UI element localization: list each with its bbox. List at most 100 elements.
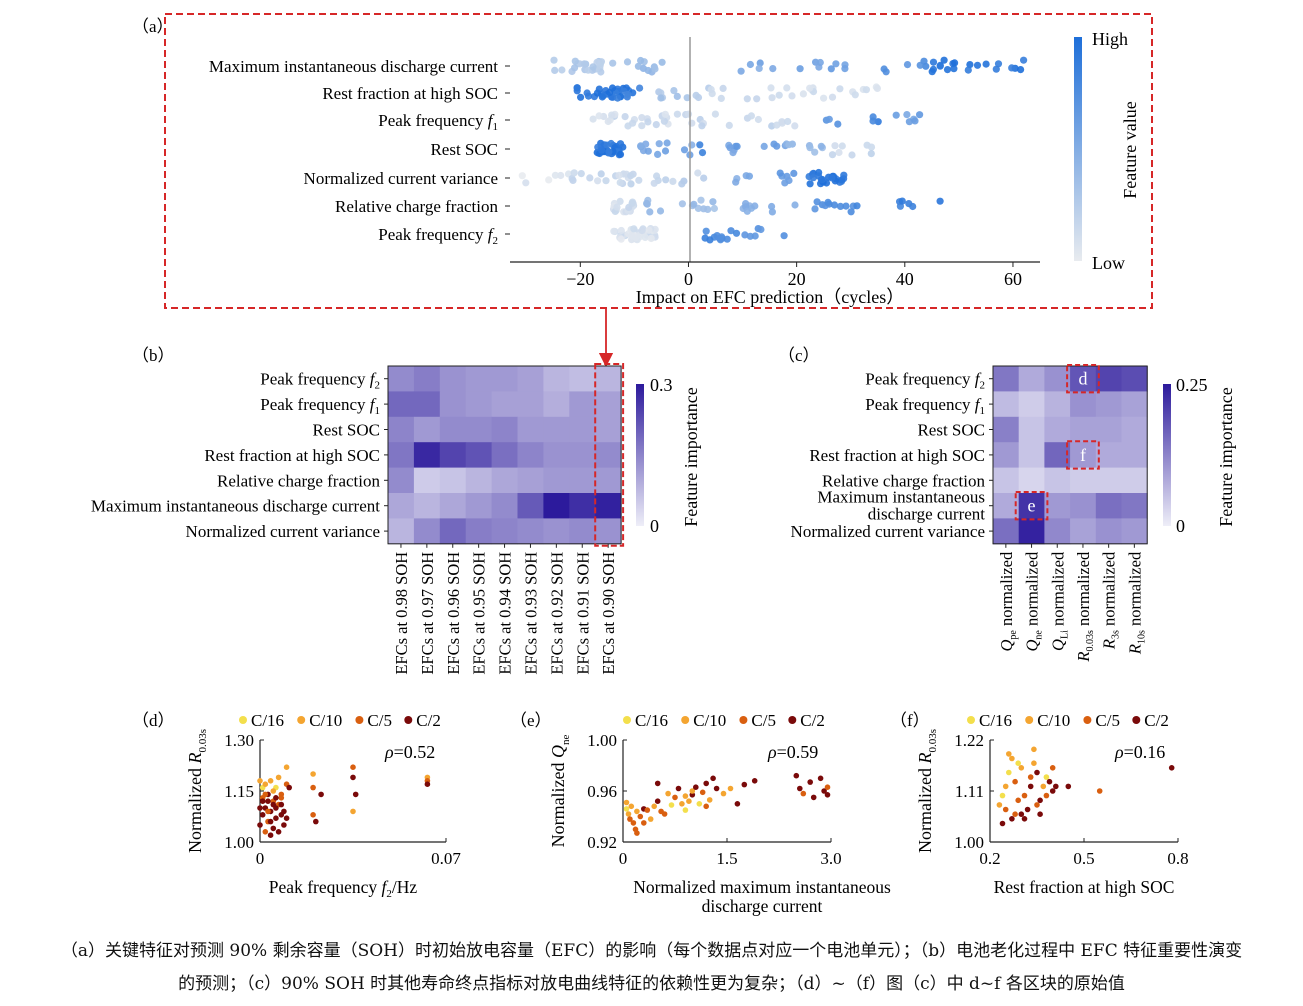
beeswarm-point xyxy=(964,66,972,74)
label-part: R xyxy=(185,753,205,765)
beeswarm-point xyxy=(760,142,768,150)
beeswarm-point xyxy=(655,140,663,148)
beeswarm-point xyxy=(892,111,900,119)
beeswarm-point xyxy=(806,84,814,92)
heatmap-cell xyxy=(1018,442,1045,469)
panel-a-feature-labels: Maximum instantaneous discharge current R… xyxy=(209,57,510,247)
beeswarm-point xyxy=(751,202,759,210)
scatter-point xyxy=(623,806,630,812)
row-label: Normalized current variance xyxy=(791,522,985,541)
label-part: Q xyxy=(548,745,568,758)
label-part: R xyxy=(915,753,935,765)
scatter-point xyxy=(1027,783,1034,790)
heatmap-cell xyxy=(1095,391,1122,418)
beeswarm-point xyxy=(704,205,712,213)
beeswarm-point xyxy=(683,94,691,102)
heatmap-cell xyxy=(543,366,570,392)
beeswarm-point xyxy=(577,170,585,178)
label-part: f xyxy=(488,225,495,244)
beeswarm-point xyxy=(701,234,709,242)
beeswarm-point xyxy=(1008,64,1016,72)
scatter-point xyxy=(689,788,696,794)
beeswarm-point xyxy=(617,226,625,235)
label-part: Peak frequency xyxy=(260,370,370,389)
heatmap-cell xyxy=(1018,416,1045,443)
heatmap-cell xyxy=(517,366,544,392)
heatmap-cell xyxy=(1095,493,1122,519)
heatmap-cell xyxy=(569,467,596,494)
scatter-point xyxy=(1034,769,1040,776)
beeswarm-point xyxy=(654,150,662,158)
beeswarm-point xyxy=(608,84,617,92)
x-tick-label: 3.0 xyxy=(820,849,841,868)
beeswarm-point xyxy=(624,90,632,98)
scatter-point xyxy=(265,808,271,815)
beeswarm-point xyxy=(916,61,924,69)
beeswarm-point xyxy=(641,233,649,242)
label-part: Q xyxy=(1023,640,1042,652)
caption-line-2: 的预测；（c）90% SOH 时其他寿命终点指标对放电曲线特征的依赖性更为复杂；… xyxy=(178,974,1125,994)
scatter-point xyxy=(1043,792,1050,799)
label-part: /Hz xyxy=(392,877,418,897)
scatter-point xyxy=(283,815,290,821)
beeswarm-point xyxy=(708,90,716,98)
x-tick-label: 0.07 xyxy=(431,849,461,868)
rho-symbol: ρ xyxy=(384,742,394,762)
scatter-point xyxy=(1049,765,1056,771)
scatter-point xyxy=(1034,802,1040,808)
beeswarm-point xyxy=(773,121,781,129)
heatmap-cell xyxy=(491,442,518,469)
heatmap-cell xyxy=(517,493,544,519)
panel-a-colorbar xyxy=(1074,37,1082,261)
scatter-point xyxy=(1018,811,1025,817)
heatmap-cell xyxy=(1095,442,1122,469)
label-part: Relative charge fraction xyxy=(335,197,498,216)
label-part: normalized xyxy=(1074,551,1093,630)
row-label: Rest SOC xyxy=(917,421,985,440)
scatter-point xyxy=(741,781,748,788)
scatter-point xyxy=(634,808,640,815)
beeswarm-point xyxy=(643,199,651,207)
beeswarm-point xyxy=(723,235,731,243)
y-tick-label: 1.22 xyxy=(954,731,984,750)
scatter-point xyxy=(665,790,671,797)
scatter-point xyxy=(273,795,279,801)
beeswarm-point xyxy=(768,94,776,102)
beeswarm-point xyxy=(605,148,613,156)
label-part: Rest SOC xyxy=(917,421,985,440)
beeswarm-point xyxy=(602,177,610,185)
heatmap-cell xyxy=(1070,442,1097,469)
x-axis-label-line: discharge current xyxy=(702,896,823,916)
scatter-point xyxy=(713,785,720,792)
heatmap-cell xyxy=(388,391,415,418)
highlight-column-box xyxy=(594,363,625,547)
panel-label: （f） xyxy=(890,711,930,730)
scatter-point xyxy=(623,799,630,806)
heatmap-cell xyxy=(388,518,415,545)
label-part: Normalized xyxy=(548,758,568,847)
heatmap-cell xyxy=(491,391,518,418)
label-part: Peak frequency xyxy=(260,395,370,414)
heatmap-cell xyxy=(569,416,596,443)
beeswarm-point xyxy=(831,142,839,150)
beeswarm-point xyxy=(940,56,948,64)
beeswarm-point xyxy=(806,144,814,152)
beeswarm-point xyxy=(629,119,637,127)
label-part: Rest fraction at high SOC xyxy=(322,84,498,103)
label-part: Rest fraction at high SOC xyxy=(204,446,380,465)
beeswarm-point xyxy=(992,65,1000,73)
colorbar-c-title: Feature importance xyxy=(1216,387,1236,526)
beeswarm-point xyxy=(838,142,846,150)
heatmap-cell xyxy=(413,391,441,418)
legend-marker xyxy=(239,716,247,724)
correlation-annotation: ρ=0.16 xyxy=(1114,742,1165,762)
row-label: Peak frequency f2​ xyxy=(865,370,985,392)
heatmap-cell xyxy=(595,366,622,392)
beeswarm-point xyxy=(783,84,791,92)
row-label: Rest fraction at high SOC xyxy=(809,446,985,465)
beeswarm-point xyxy=(663,139,671,147)
beeswarm-point xyxy=(768,208,777,216)
heatmap-cell xyxy=(388,467,415,494)
highlight-box-d xyxy=(1066,364,1100,394)
